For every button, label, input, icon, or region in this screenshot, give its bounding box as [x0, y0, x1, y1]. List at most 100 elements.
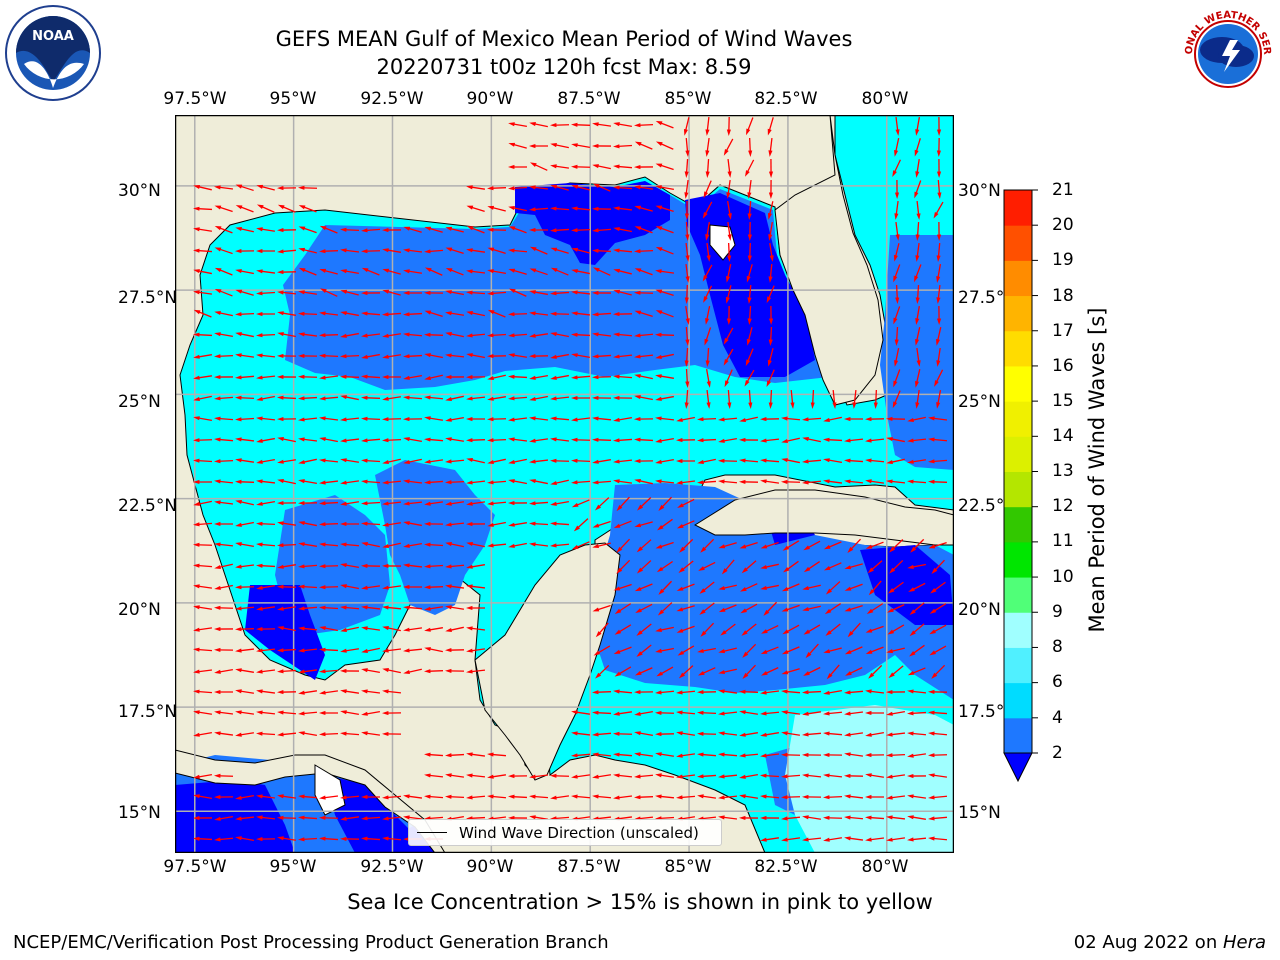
nws-logo: NATIONAL WEATHER SERVICE: [1178, 4, 1276, 102]
wind-arrow: [424, 794, 444, 799]
wind-arrow: [361, 311, 381, 316]
wind-arrow: [894, 200, 899, 220]
wind-arrow: [634, 374, 653, 380]
wind-arrow: [487, 374, 506, 380]
wind-arrow: [761, 667, 779, 676]
wind-arrow: [550, 143, 569, 149]
wind-arrow: [529, 143, 549, 149]
wind-arrow: [655, 310, 674, 318]
wind-arrow: [529, 268, 548, 276]
wind-arrow: [634, 205, 653, 212]
wind-arrow: [723, 327, 734, 345]
wind-arrow: [915, 306, 920, 325]
wind-arrow: [826, 664, 840, 680]
wind-arrow: [760, 711, 780, 716]
lon-tick-bottom: 90°W: [466, 857, 514, 877]
wind-arrow: [214, 374, 234, 380]
wind-arrow: [361, 333, 381, 338]
wind-arrow: [466, 375, 486, 380]
wind-arrow: [550, 164, 570, 169]
wind-arrow: [235, 500, 254, 506]
wind-arrow: [655, 647, 674, 653]
wind-arrow: [781, 816, 801, 821]
wind-arrow: [571, 122, 591, 127]
wind-arrow: [319, 311, 339, 316]
wind-arrow: [571, 247, 590, 254]
wind-arrow: [915, 327, 921, 346]
wind-arrow: [865, 689, 885, 694]
wind-arrow: [235, 226, 254, 233]
wind-arrow: [445, 416, 464, 422]
wind-arrow: [508, 333, 528, 338]
wind-arrow: [235, 521, 254, 527]
wind-arrow: [844, 690, 864, 695]
lon-tick-top: 82.5°W: [754, 89, 818, 109]
wind-arrow: [844, 773, 864, 778]
wind-arrow: [760, 794, 780, 799]
lat-tick-right: 25°N: [958, 392, 1001, 412]
wind-arrow: [726, 305, 731, 325]
wind-arrow: [403, 584, 423, 590]
wind-arrow: [613, 646, 632, 654]
wind-arrow: [382, 289, 401, 296]
wind-arrow: [424, 310, 443, 317]
wind-arrow: [928, 479, 948, 484]
wind-arrow: [403, 374, 422, 380]
wind-arrow: [487, 458, 506, 464]
wind-arrow: [487, 396, 506, 401]
wind-arrow: [340, 332, 359, 338]
wind-arrow: [277, 479, 296, 485]
wind-arrow: [487, 227, 507, 232]
wind-arrow: [319, 815, 339, 820]
footer-left: NCEP/EMC/Verification Post Processing Pr…: [13, 932, 609, 953]
wind-arrow: [935, 327, 942, 346]
wind-arrow: [487, 186, 507, 191]
period-8-9-region: [785, 705, 954, 853]
wind-arrow: [706, 389, 711, 409]
wind-arrow: [256, 437, 275, 443]
sea-ice-caption: Sea Ice Concentration > 15% is shown in …: [347, 890, 933, 914]
wind-arrow: [865, 794, 885, 800]
wind-arrow: [466, 542, 485, 548]
wind-arrow: [865, 646, 884, 654]
wind-arrow: [865, 479, 885, 484]
wind-arrow: [214, 332, 233, 337]
wind-arrow: [592, 248, 612, 253]
wind-arrow: [445, 501, 465, 506]
lon-tick-top: 87.5°W: [557, 89, 621, 109]
wind-arrow: [466, 773, 486, 778]
wind-arrow: [403, 226, 422, 233]
noaa-logo: NOAA: [5, 5, 101, 101]
wind-arrow: [403, 668, 422, 674]
wind-arrow: [466, 584, 486, 589]
wind-arrow: [550, 228, 570, 233]
lon-tick-top: 92.5°W: [360, 89, 424, 109]
wind-arrow: [613, 479, 633, 484]
wind-arrow: [746, 117, 754, 136]
wind-arrow: [676, 753, 696, 758]
wind-arrow: [193, 605, 213, 610]
wind-arrow: [382, 396, 402, 401]
wind-arrow: [235, 585, 255, 590]
wind-arrow: [571, 206, 591, 211]
wind-arrow: [803, 624, 821, 635]
wind-arrow: [361, 228, 381, 233]
lat-tick-right: 22.5°N: [958, 496, 1018, 516]
wind-arrow: [571, 184, 590, 191]
wind-arrow: [298, 564, 318, 569]
wind-arrow: [235, 249, 255, 254]
wind-arrow: [487, 752, 507, 757]
wind-arrow: [466, 521, 486, 527]
wind-arrow: [214, 563, 233, 569]
wind-arrow: [802, 732, 822, 737]
wind-arrow: [655, 226, 674, 234]
wind-arrow: [706, 242, 711, 262]
wind-arrow: [193, 500, 212, 506]
wind-arrow: [214, 479, 234, 484]
wind-arrow: [550, 291, 570, 296]
wind-arrow: [193, 332, 213, 337]
wind-arrow: [319, 333, 339, 338]
wind-arrow: [721, 559, 735, 575]
wind-arrow: [424, 459, 444, 464]
wind-arrow: [676, 710, 696, 715]
